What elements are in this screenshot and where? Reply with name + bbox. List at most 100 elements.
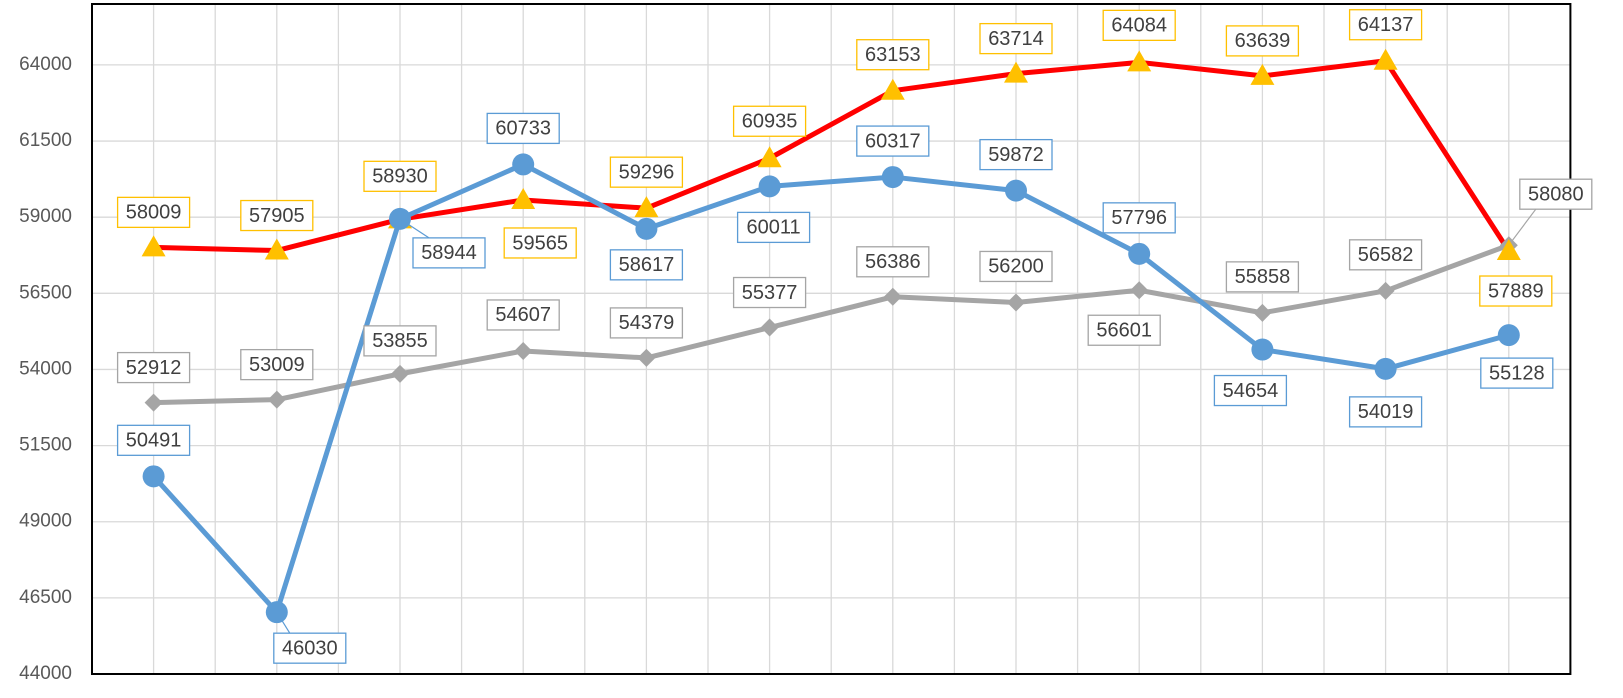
- point: [1251, 338, 1274, 361]
- label-box: [732, 276, 807, 309]
- y-tick-label: 61500: [19, 130, 72, 151]
- y-tick-label: 54000: [19, 358, 72, 379]
- label-box: [1225, 261, 1300, 293]
- label-box: [732, 105, 807, 137]
- label-box: [486, 299, 560, 331]
- point: [757, 146, 782, 168]
- y-tick-label: 59000: [19, 206, 72, 227]
- label-box: [1479, 275, 1553, 307]
- point: [1250, 63, 1275, 85]
- y-tick-label: 46500: [19, 587, 72, 608]
- point: [264, 238, 289, 260]
- point: [511, 187, 536, 209]
- label-box: [1225, 25, 1300, 57]
- label-box: [363, 160, 437, 192]
- data-label: 60011: [747, 217, 801, 239]
- data-label: 60733: [495, 118, 551, 140]
- label-box: [503, 227, 577, 259]
- y-tick-label: 44000: [19, 663, 72, 684]
- label-box: [116, 351, 191, 384]
- point: [514, 341, 533, 360]
- series-line: [151, 161, 1510, 615]
- label-box: [240, 348, 314, 381]
- data-label: 56601: [1096, 320, 1152, 342]
- data-label: 56386: [865, 251, 921, 273]
- data-label: 59565: [512, 232, 568, 254]
- data-label: 64137: [1358, 14, 1414, 36]
- label-box: [1102, 202, 1176, 234]
- point: [142, 465, 165, 488]
- data-label: 60317: [865, 130, 921, 152]
- data-label: 54654: [1223, 380, 1279, 402]
- label-box: [486, 112, 560, 145]
- data-label: 59296: [619, 161, 675, 183]
- label-box: [609, 307, 684, 339]
- data-label: 55128: [1489, 362, 1545, 384]
- data-label: 56582: [1358, 244, 1414, 266]
- point: [883, 287, 902, 306]
- label-box: [273, 632, 347, 664]
- y-tick-label: 51500: [19, 435, 72, 456]
- label-box: [1213, 374, 1288, 407]
- point: [881, 166, 904, 189]
- point: [635, 217, 658, 240]
- label-box: [240, 199, 314, 232]
- data-label: 57796: [1111, 207, 1167, 229]
- data-label: 63714: [988, 28, 1044, 50]
- label-box: [1348, 239, 1423, 271]
- data-label: 58930: [372, 166, 428, 188]
- point: [1376, 281, 1395, 300]
- point: [634, 196, 659, 218]
- point: [1130, 281, 1149, 300]
- point: [637, 348, 656, 367]
- point: [1373, 48, 1398, 70]
- data-label: 57889: [1488, 280, 1544, 302]
- leader-line: [399, 218, 430, 239]
- data-label: 46030: [282, 637, 338, 659]
- data-label: 58080: [1528, 183, 1584, 205]
- data-label: 52912: [126, 357, 182, 379]
- label-box: [116, 196, 191, 229]
- point: [391, 364, 409, 383]
- label-box: [856, 246, 930, 278]
- data-label: 63639: [1235, 30, 1291, 52]
- data-label: 58009: [126, 202, 182, 224]
- leader-line: [276, 611, 291, 634]
- leader-line: [1508, 208, 1537, 246]
- point: [760, 318, 779, 337]
- label-box: [1348, 9, 1423, 41]
- y-tick-label: 64000: [19, 54, 72, 75]
- data-label: 63153: [865, 44, 921, 66]
- point: [880, 78, 905, 100]
- point: [1253, 303, 1272, 322]
- data-label: 59872: [988, 144, 1044, 166]
- data-label: 64084: [1111, 15, 1167, 37]
- data-label: 54607: [495, 304, 551, 326]
- series-line: [153, 58, 1511, 254]
- point: [1005, 179, 1027, 202]
- point: [1374, 357, 1397, 380]
- label-box: [412, 237, 486, 269]
- label-box: [979, 250, 1053, 283]
- data-label: 53009: [249, 354, 305, 376]
- label-box: [1519, 178, 1593, 210]
- point: [1128, 242, 1151, 265]
- label-box: [736, 211, 811, 244]
- label-box: [363, 325, 437, 357]
- point: [1497, 324, 1520, 347]
- data-label: 54019: [1358, 401, 1414, 423]
- point: [1007, 293, 1025, 312]
- point: [512, 153, 535, 176]
- data-label: 58944: [421, 242, 477, 264]
- label-box: [609, 249, 684, 281]
- point: [1127, 50, 1152, 72]
- series-line: [153, 242, 1510, 406]
- y-tick-label: 56500: [19, 282, 72, 303]
- data-label: 54379: [619, 312, 675, 334]
- data-label: 58617: [619, 254, 675, 276]
- plot-border: [91, 3, 1572, 675]
- data-label: 55377: [742, 282, 798, 304]
- point: [1496, 239, 1521, 261]
- label-box: [979, 22, 1053, 55]
